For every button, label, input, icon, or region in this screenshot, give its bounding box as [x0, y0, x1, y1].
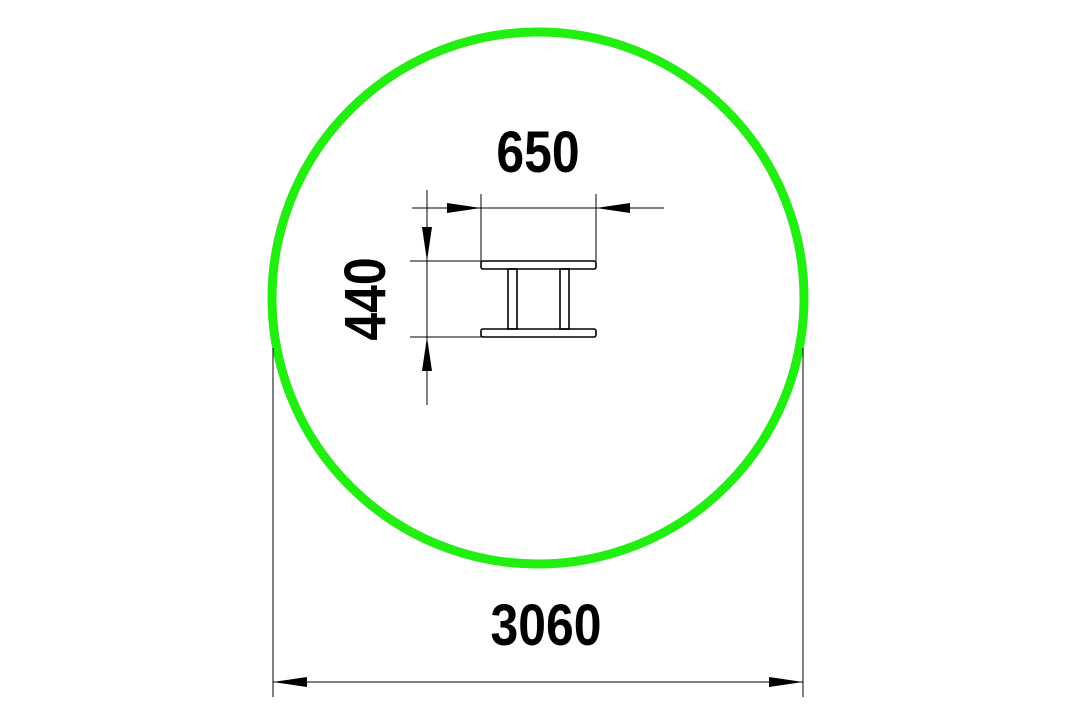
- diameter-arrow-left: [273, 677, 307, 687]
- width-dimension-label: 650: [496, 121, 579, 185]
- width-dimension: [412, 194, 664, 261]
- bench-leg-right: [559, 268, 570, 330]
- diameter-dimension-label: 3060: [491, 594, 602, 658]
- depth-dimension: [410, 190, 481, 405]
- depth-arrow-bottom: [422, 337, 432, 371]
- depth-arrow-top: [422, 227, 432, 261]
- depth-dimension-label: 440: [334, 257, 398, 340]
- width-arrow-right: [596, 203, 630, 213]
- bench-leg-left: [507, 268, 518, 330]
- width-arrow-left: [447, 203, 481, 213]
- bench-top-view: [480, 260, 597, 338]
- diameter-arrow-right: [769, 677, 803, 687]
- bench-rail-top: [480, 260, 597, 270]
- bench-rail-bottom: [480, 328, 597, 338]
- safety-zone-circle: [267, 27, 809, 569]
- diameter-dimension: [272, 348, 804, 697]
